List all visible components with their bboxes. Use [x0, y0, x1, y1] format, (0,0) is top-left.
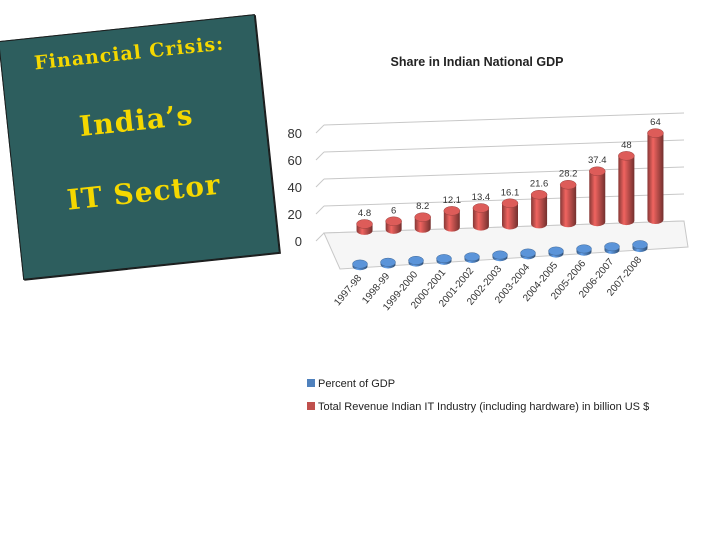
gdp-share-chart: Share in Indian National GDP 0 20 40 60 80 4.…	[288, 55, 689, 413]
bar-revenue-top	[530, 190, 548, 200]
data-label-revenue: 6	[391, 205, 396, 216]
gridline-side	[315, 151, 325, 161]
gridline-side	[315, 178, 325, 188]
data-label-revenue: 64	[650, 117, 661, 128]
bar-revenue-top	[647, 128, 664, 138]
data-label-revenue: 28.2	[559, 169, 578, 180]
bar-gdp-top	[632, 240, 648, 250]
bar-revenue	[502, 203, 518, 230]
legend: Percent of GDP Total Revenue Indian IT I…	[307, 378, 649, 413]
bar-gdp-top	[436, 254, 452, 264]
bar-revenue-top	[356, 219, 373, 229]
bar-revenue-top	[501, 198, 519, 208]
data-label-revenue: 8.2	[416, 201, 429, 212]
bar-revenue-top	[559, 180, 577, 190]
bar-gdp-top	[520, 248, 536, 258]
gridline-side	[315, 205, 325, 215]
bar-revenue-top	[472, 203, 490, 213]
title-line-it-sector: IT Sector	[65, 167, 223, 217]
bar-revenue-top	[443, 206, 461, 216]
gridline-side	[315, 232, 325, 242]
title-line-financial-crisis: Financial Crisis:	[33, 32, 226, 75]
data-label-revenue: 12.1	[443, 195, 462, 206]
bar-revenue-top	[589, 166, 606, 176]
bar-gdp-top	[464, 252, 480, 262]
y-tick-label: 40	[288, 180, 302, 195]
bar-revenue	[647, 133, 664, 225]
bar-revenue	[589, 171, 606, 227]
y-tick-label: 60	[288, 153, 302, 168]
chart-title: Share in Indian National GDP	[391, 55, 564, 69]
bar-revenue-top	[385, 216, 402, 226]
data-label-revenue: 37.4	[588, 155, 607, 166]
bar-revenue	[443, 210, 460, 232]
data-label-revenue: 21.6	[530, 179, 549, 190]
bar-gdp-top	[380, 257, 396, 267]
title-line-india: India’s	[77, 98, 195, 144]
bar-revenue-top	[414, 212, 431, 222]
legend-label-gdp: Percent of GDP	[318, 378, 395, 390]
bar-gdp-top	[492, 250, 508, 260]
x-tick-label: 1997-98	[332, 273, 364, 309]
legend-swatch-gdp	[307, 379, 315, 387]
plot-area: 0 20 40 60 80 4.8 6 8.2 12.1 13.4 16.1 21.6 28.2 37.4…	[288, 112, 689, 313]
gridline-side	[315, 124, 325, 134]
data-label-revenue: 4.8	[358, 208, 371, 219]
data-label-revenue: 13.4	[472, 192, 491, 203]
y-tick-label: 20	[288, 207, 302, 222]
data-label-revenue: 16.1	[501, 187, 520, 198]
data-label-revenue: 48	[621, 140, 632, 151]
gridline	[323, 112, 685, 126]
bar-gdp-top	[408, 256, 424, 265]
gridline	[323, 139, 685, 153]
legend-label-revenue: Total Revenue Indian IT Industry (includ…	[318, 401, 649, 413]
legend-swatch-revenue	[307, 402, 315, 410]
bar-revenue	[472, 208, 489, 231]
bar-gdp-top	[604, 242, 620, 252]
bar-gdp-top	[352, 259, 368, 269]
bar-revenue	[531, 194, 548, 229]
bar-gdp-top	[548, 246, 564, 256]
bar-gdp-top	[576, 244, 592, 254]
y-tick-label: 0	[295, 234, 302, 249]
title-card: Financial Crisis: India’s IT Sector	[0, 14, 280, 280]
bar-revenue	[618, 155, 635, 226]
bar-revenue-top	[618, 151, 635, 161]
y-tick-label: 80	[288, 126, 302, 141]
bar-revenue	[560, 184, 577, 228]
